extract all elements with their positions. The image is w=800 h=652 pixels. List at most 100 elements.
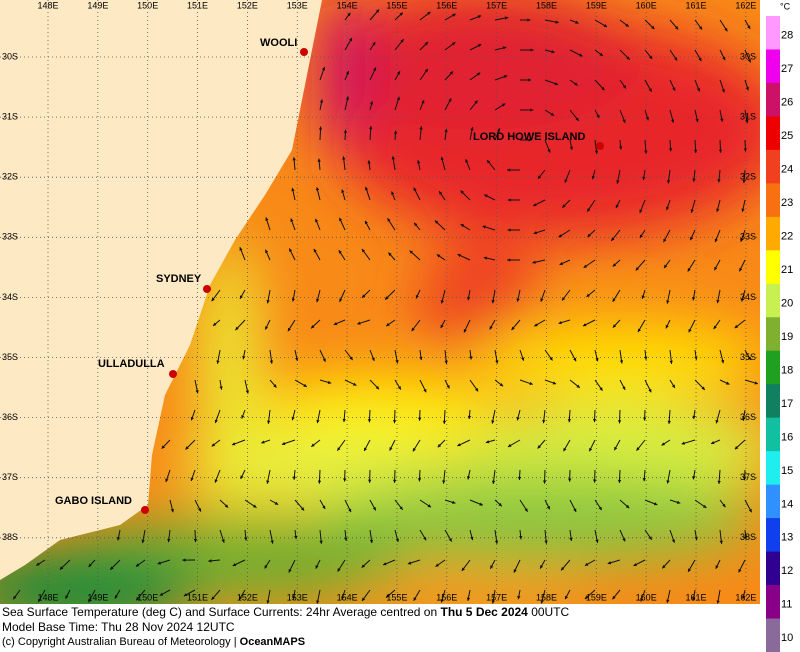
colorbar-label: 17: [781, 398, 793, 410]
current-arrow-head: [442, 420, 447, 424]
current-arrow-head: [745, 119, 749, 124]
current-arrow-head: [534, 323, 538, 327]
colorbar-label: 13: [781, 532, 793, 544]
current-arrow-head: [349, 356, 353, 361]
current-arrow-head: [582, 323, 587, 327]
current-arrow-head: [444, 360, 448, 364]
current-arrow-head: [369, 126, 373, 130]
current-arrow-head: [211, 297, 215, 302]
current-arrow-head: [692, 415, 696, 420]
current-arrow-head: [637, 328, 641, 333]
current-arrow-head: [635, 267, 640, 271]
colorbar-label: 14: [781, 498, 793, 510]
current-arrow-head: [742, 179, 746, 184]
current-arrow-head: [291, 298, 296, 302]
lat-label: 34S: [2, 292, 18, 302]
current-arrow-head: [461, 567, 465, 571]
current-arrow-head: [235, 326, 239, 331]
current-arrow-head: [716, 208, 720, 212]
current-arrow-head: [569, 146, 574, 150]
current-arrow-head: [367, 160, 371, 164]
current-arrow-head: [694, 536, 698, 541]
current-arrow-head: [265, 217, 269, 221]
current-arrow-head: [648, 55, 653, 59]
colorbar-label: 27: [781, 63, 793, 75]
current-arrow-head: [375, 385, 380, 390]
current-arrow-head: [400, 39, 404, 43]
current-arrow-head: [315, 218, 319, 223]
current-arrow-head: [292, 476, 297, 480]
current-arrow-head: [364, 447, 368, 452]
lat-label: 36S: [740, 412, 756, 422]
current-arrow-head: [316, 298, 320, 303]
current-arrow-head: [345, 71, 349, 75]
colorbar-label: 24: [781, 164, 793, 176]
current-arrow-head: [65, 595, 69, 599]
current-arrow-head: [622, 85, 626, 89]
current-arrow-head: [341, 596, 345, 600]
current-arrow-head: [437, 443, 442, 448]
current-arrow-head: [651, 25, 655, 30]
current-arrow-head: [738, 568, 742, 573]
current-arrow-head: [584, 562, 589, 566]
current-arrow-head: [418, 417, 422, 421]
current-arrow-head: [742, 417, 746, 421]
colorbar-swatch: [766, 149, 780, 184]
lon-label: 160E: [636, 592, 657, 602]
current-arrow-head: [419, 126, 423, 130]
current-arrow-head: [294, 535, 298, 540]
current-arrow-head: [474, 387, 479, 392]
current-arrow-head: [136, 596, 140, 601]
current-arrow-head: [599, 387, 603, 391]
current-arrow-head: [322, 505, 326, 509]
current-arrow-head: [411, 327, 415, 332]
current-arrow-head: [344, 537, 348, 541]
current-arrow-head: [362, 294, 366, 298]
current-arrow-head: [740, 238, 744, 242]
current-arrow-head: [444, 128, 448, 133]
current-arrow-head: [395, 538, 400, 542]
current-arrow-head: [695, 118, 699, 123]
current-arrow-head: [385, 296, 389, 300]
colorbar-swatch: [766, 216, 780, 251]
current-arrow-head: [317, 158, 321, 162]
current-arrow-head: [722, 56, 726, 61]
current-arrow-head: [625, 23, 629, 27]
current-arrow-head: [507, 198, 511, 202]
colorbar-swatch: [766, 317, 780, 352]
caption-brand: OceanMAPS: [239, 636, 306, 648]
current-arrow-head: [59, 566, 64, 570]
current-arrow-head: [337, 447, 341, 451]
current-arrow-head: [395, 360, 399, 364]
current-arrow-head: [239, 247, 243, 251]
current-arrow-head: [540, 600, 544, 604]
current-arrow-head: [362, 597, 366, 601]
current-arrow-head: [391, 156, 395, 160]
current-arrow-head: [442, 480, 446, 484]
current-arrow-head: [665, 206, 670, 211]
current-arrow-head: [714, 238, 718, 243]
current-arrow-head: [273, 384, 277, 388]
colorbar-swatch: [766, 116, 780, 151]
caption-line: (c) Copyright Australian Bureau of Meteo…: [2, 635, 305, 650]
colorbar-swatch: [766, 518, 780, 553]
current-arrow-head: [595, 539, 599, 543]
current-arrow-head: [508, 443, 512, 447]
current-arrow-head: [747, 356, 751, 361]
current-arrow-head: [322, 358, 326, 362]
current-arrow-head: [491, 480, 496, 484]
current-arrow-head: [221, 539, 225, 543]
current-arrow-head: [392, 420, 397, 424]
current-arrow-head: [587, 208, 591, 212]
current-arrow-head: [747, 25, 751, 29]
current-arrow-head: [693, 149, 698, 153]
lon-label: 155E: [386, 0, 407, 10]
current-arrow-head: [670, 119, 675, 123]
current-arrow-head: [692, 297, 696, 301]
current-arrow-head: [544, 540, 548, 544]
current-arrow-head: [368, 479, 372, 483]
lat-label: 38S: [2, 532, 18, 542]
current-arrow-head: [524, 508, 528, 512]
colorbar-swatch: [766, 82, 780, 117]
current-arrow-head: [648, 536, 652, 540]
